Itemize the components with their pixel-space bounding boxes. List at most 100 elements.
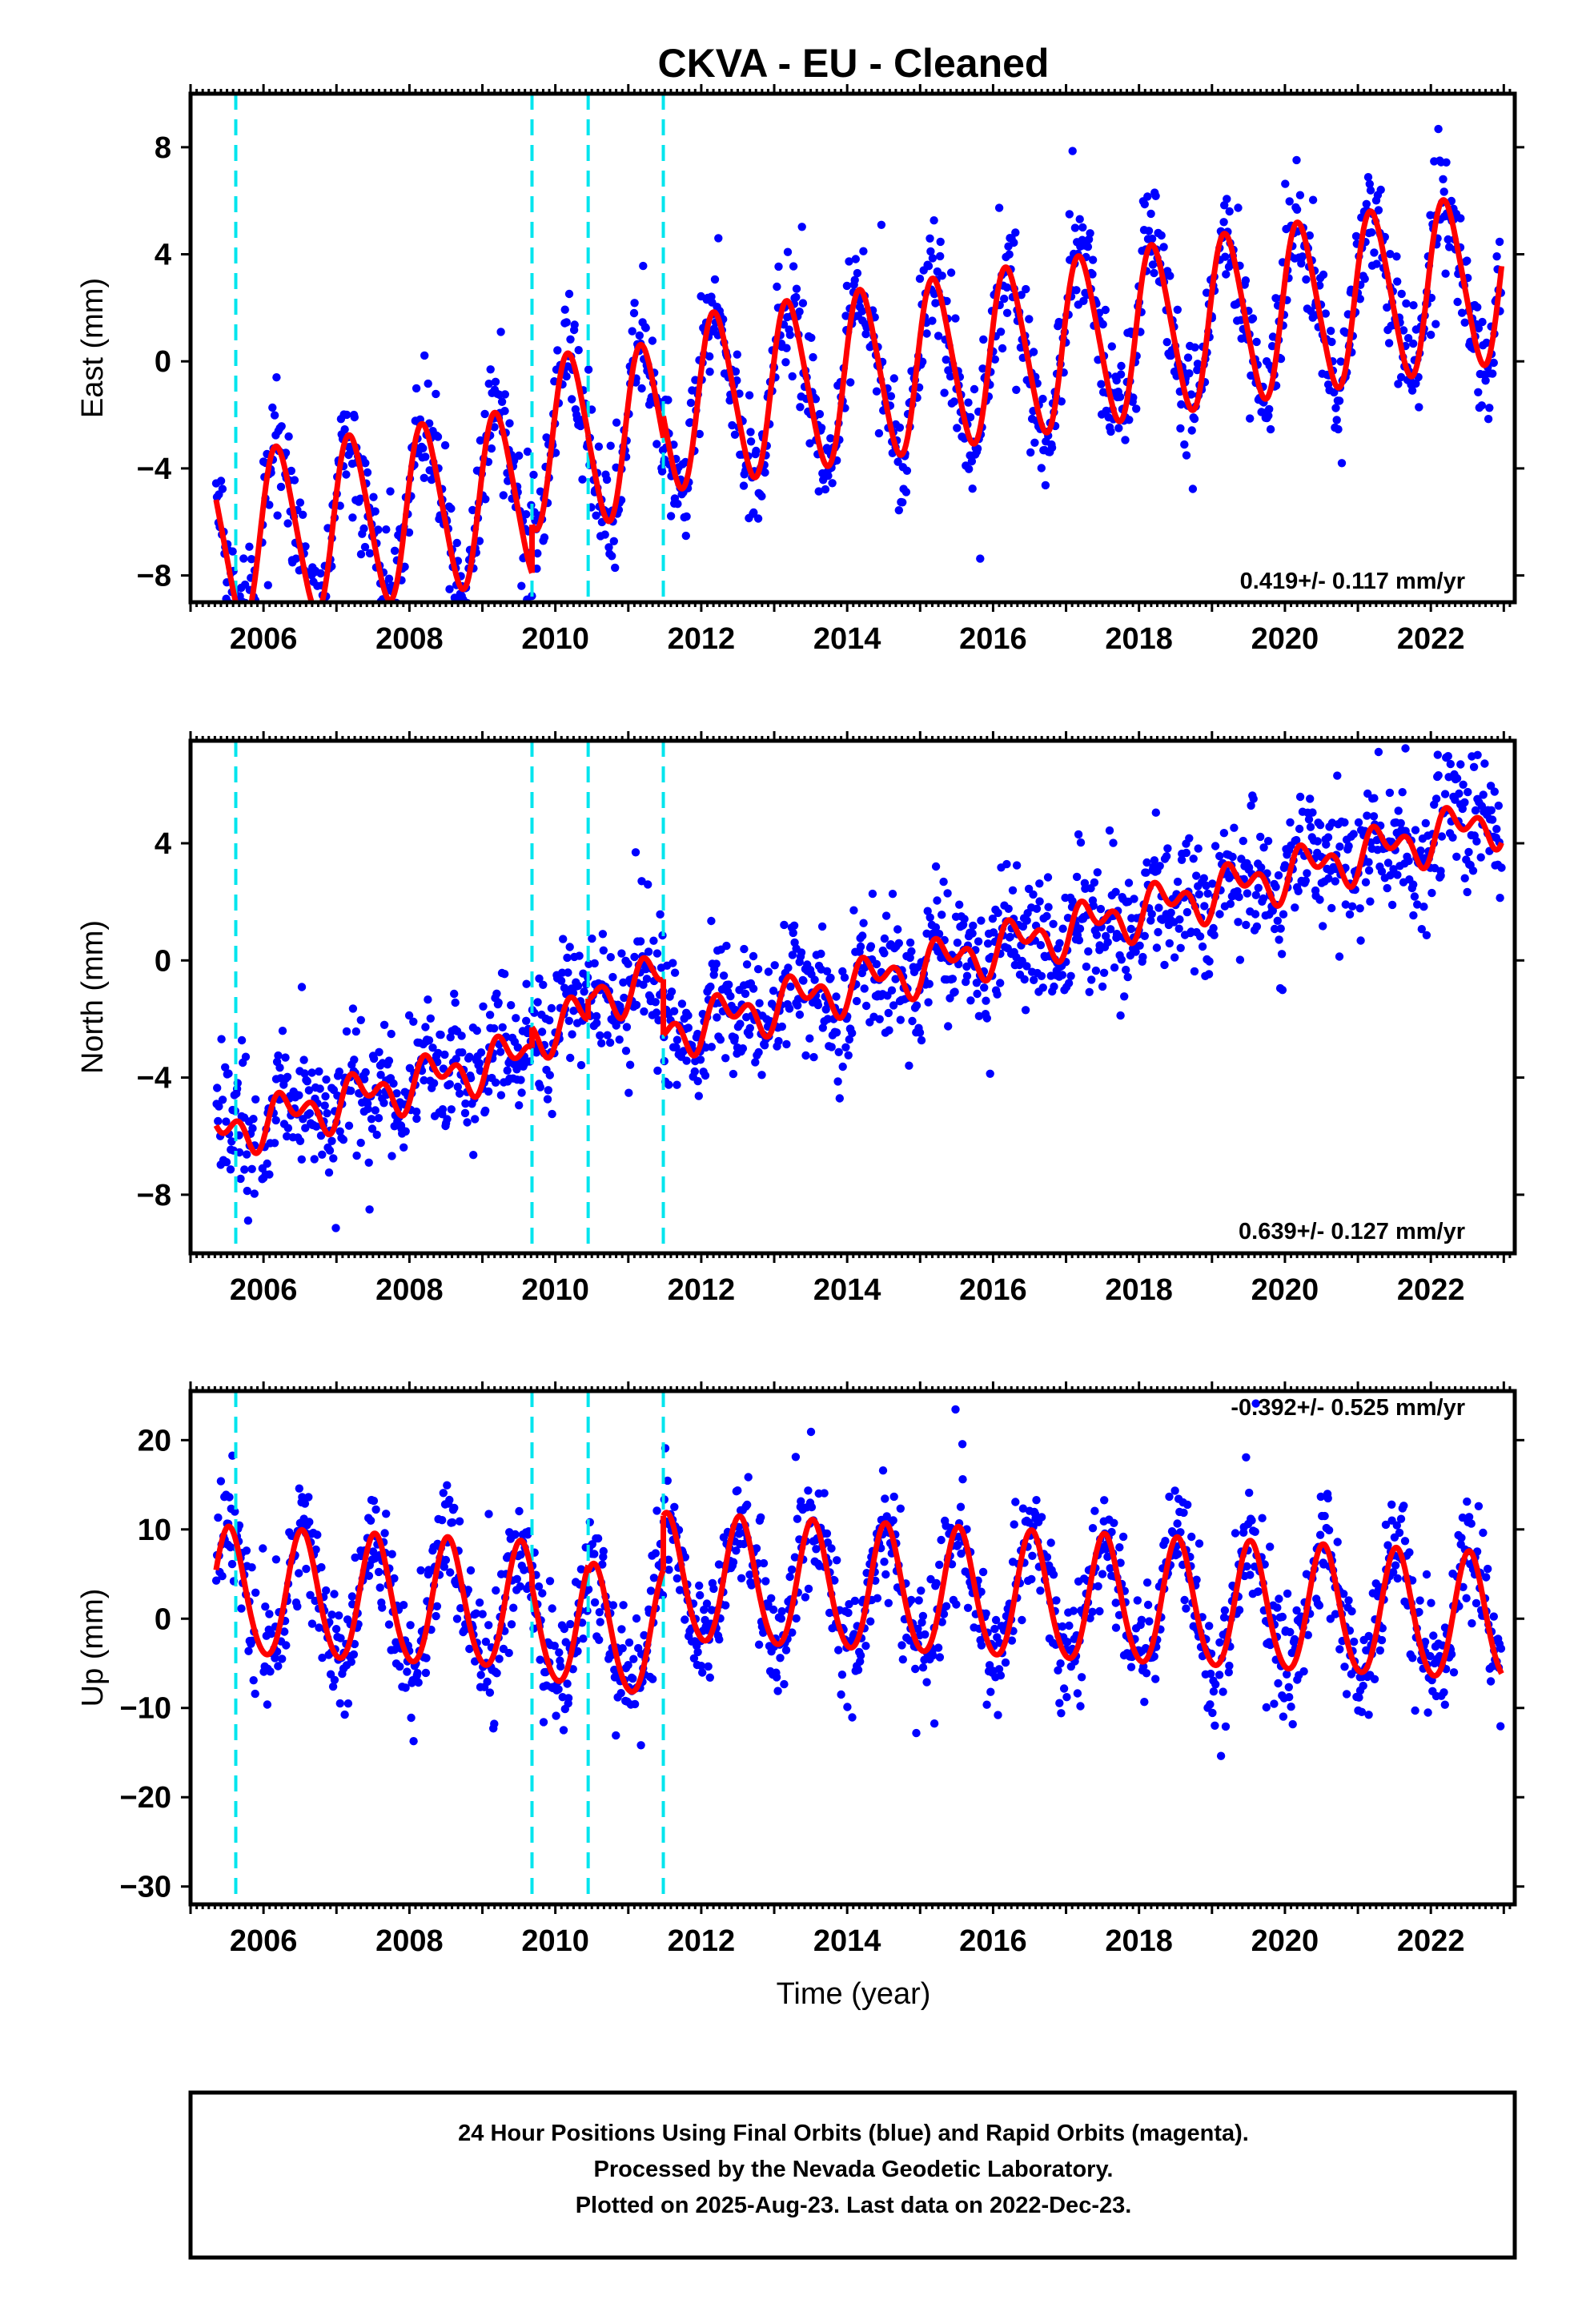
north-point — [712, 959, 721, 968]
east-point — [861, 330, 870, 339]
east-point — [773, 282, 781, 292]
north-point — [729, 1069, 738, 1079]
north-point — [426, 1014, 435, 1023]
north-point — [1335, 952, 1344, 961]
up-point — [882, 1512, 891, 1521]
north-point — [1235, 892, 1243, 902]
north-model-segment — [661, 805, 1504, 1059]
north-point — [1446, 759, 1456, 769]
east-point — [639, 261, 648, 271]
north-point — [889, 1001, 898, 1010]
up-point — [465, 1644, 474, 1654]
north-point — [265, 1170, 274, 1179]
north-point — [835, 1094, 845, 1103]
up-point — [481, 1637, 491, 1647]
up-point — [504, 1648, 513, 1658]
north-point — [832, 1028, 841, 1037]
north-point — [503, 1066, 512, 1075]
up-point — [590, 1550, 599, 1558]
east-point — [1029, 348, 1038, 356]
east-point — [1334, 424, 1343, 434]
north-point — [848, 1028, 857, 1038]
north-point — [799, 976, 808, 985]
east-point — [1402, 299, 1411, 308]
east-point — [1107, 342, 1117, 351]
up-point — [452, 1614, 462, 1623]
up-point — [629, 1655, 638, 1663]
east-point — [629, 308, 639, 318]
east-point — [609, 537, 618, 545]
up-point — [1065, 1621, 1074, 1630]
east-point — [1489, 358, 1499, 368]
north-point — [745, 1023, 754, 1033]
north-point — [1166, 908, 1175, 917]
east-point — [1106, 427, 1115, 436]
east-point — [1365, 179, 1375, 188]
north-point — [1417, 925, 1427, 934]
north-point — [915, 1028, 925, 1037]
east-point — [746, 437, 756, 446]
up-point — [1110, 1518, 1118, 1528]
north-point — [384, 1056, 394, 1065]
north-point — [543, 1095, 552, 1104]
north-point — [782, 1039, 791, 1049]
up-point — [827, 1544, 836, 1553]
north-point — [213, 1084, 222, 1092]
up-point — [512, 1574, 521, 1584]
east-point — [1176, 424, 1185, 433]
north-point — [1130, 895, 1138, 903]
up-point — [880, 1558, 889, 1566]
up-point — [349, 1650, 359, 1659]
up-point — [484, 1510, 493, 1518]
north-point — [813, 1000, 823, 1010]
north-point — [993, 990, 1002, 999]
north-point — [1142, 868, 1150, 877]
up-point — [298, 1493, 307, 1502]
east-point — [606, 441, 615, 450]
up-point — [747, 1581, 756, 1590]
up-point — [681, 1615, 689, 1624]
east-point — [468, 505, 477, 515]
north-point — [866, 942, 876, 951]
north-point — [1105, 826, 1114, 835]
up-point — [1116, 1558, 1125, 1567]
up-point — [1111, 1598, 1120, 1607]
north-point — [1279, 910, 1288, 919]
east-x-tick-label: 2012 — [668, 622, 736, 656]
north-point — [1385, 788, 1395, 798]
north-point — [222, 1117, 231, 1126]
up-point — [777, 1614, 785, 1623]
north-panel: 2006 2008 2010 2012 2014 2016 2018 2020 2022 −8 −4… — [76, 731, 1524, 1307]
up-point — [242, 1546, 251, 1555]
east-point — [371, 507, 379, 516]
up-point — [278, 1655, 287, 1663]
east-point — [915, 274, 925, 283]
north-point — [860, 984, 869, 993]
east-point — [1072, 286, 1081, 295]
north-x-tick-label: 2018 — [1105, 1273, 1173, 1307]
north-point — [565, 943, 574, 951]
east-point — [1383, 303, 1391, 312]
north-point — [270, 1139, 279, 1148]
north-point — [1049, 919, 1058, 929]
north-point — [962, 962, 971, 971]
north-point — [826, 973, 835, 983]
east-point — [1457, 308, 1467, 317]
up-point — [1056, 1659, 1065, 1668]
north-point — [1398, 788, 1407, 797]
up-point — [216, 1477, 226, 1486]
up-point — [963, 1603, 973, 1613]
up-point — [495, 1655, 504, 1663]
north-point — [428, 1043, 437, 1052]
east-point — [994, 203, 1004, 212]
up-point — [732, 1546, 741, 1555]
north-point — [1369, 812, 1379, 821]
up-point — [211, 1576, 221, 1585]
east-point — [826, 434, 835, 443]
north-point — [516, 1076, 525, 1084]
north-point — [795, 1010, 805, 1019]
north-point — [1147, 910, 1156, 919]
east-point — [1083, 243, 1093, 251]
up-point — [848, 1713, 857, 1722]
north-point — [1099, 968, 1109, 978]
